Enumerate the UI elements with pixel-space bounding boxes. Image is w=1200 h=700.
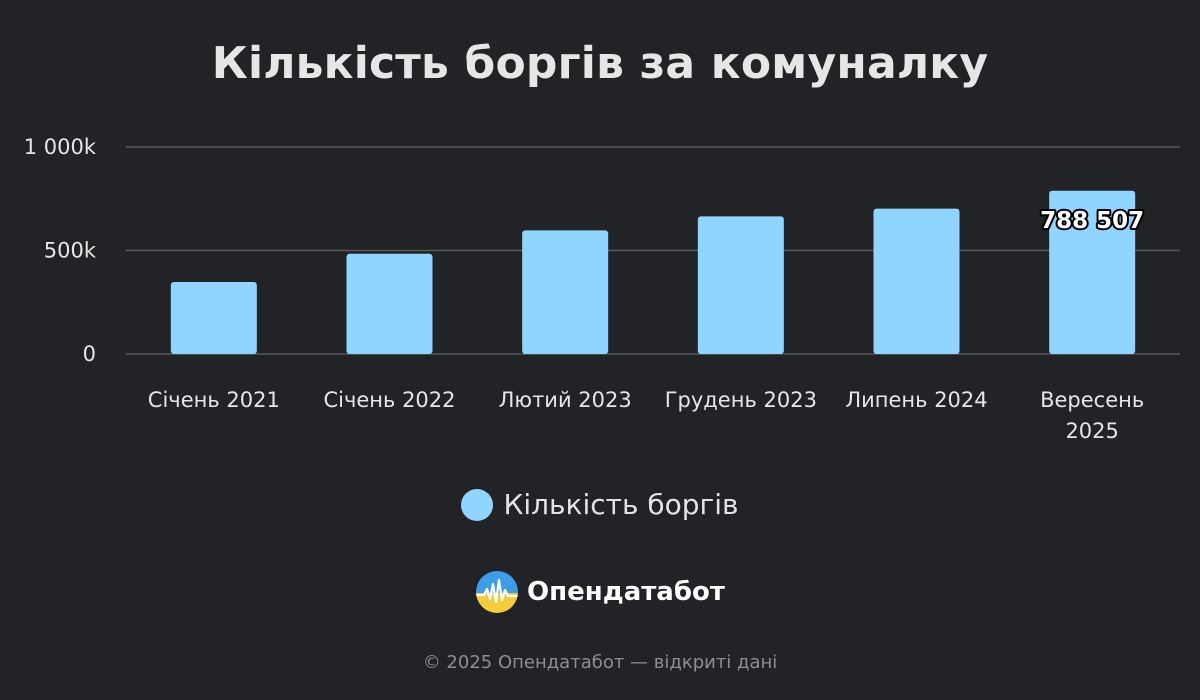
y-tick-label-1: 500k <box>44 239 97 263</box>
chart-title: Кількість боргів за комуналку <box>211 38 989 89</box>
x-tick-label-4: Липень 2024 <box>845 388 987 412</box>
bar-5[interactable] <box>1049 190 1136 354</box>
x-tick-label-3: Грудень 2023 <box>665 388 817 412</box>
legend-swatch <box>461 488 494 521</box>
x-tick-label-2: Лютий 2023 <box>499 388 632 412</box>
data-label-0: 788 507 <box>1040 208 1144 234</box>
brand: Опендатабот <box>0 570 1200 614</box>
y-tick-label-0: 0 <box>83 342 96 366</box>
bar-4[interactable] <box>873 208 960 354</box>
legend: Кількість боргів <box>0 488 1200 521</box>
y-tick-label-2: 1 000k <box>24 135 97 159</box>
bar-chart: 0 500k 1 000k Січень 2021 Січень 2022 Лютий 2… <box>24 135 1180 443</box>
bar-2[interactable] <box>522 230 609 354</box>
x-tick-label-5: Вересень 2025 <box>1040 388 1144 443</box>
legend-label[interactable]: Кількість боргів <box>503 488 739 521</box>
footer-copyright: © 2025 Опендатабот — відкриті дані <box>422 652 778 673</box>
x-tick-label-1: Січень 2022 <box>323 388 455 412</box>
bar-3[interactable] <box>697 216 784 354</box>
brand-name: Опендатабот <box>527 577 725 607</box>
x-tick-label-0: Січень 2021 <box>148 388 280 412</box>
bar-1[interactable] <box>346 253 433 354</box>
opendatabot-logo-icon <box>476 571 519 613</box>
bar-0[interactable] <box>170 281 257 354</box>
